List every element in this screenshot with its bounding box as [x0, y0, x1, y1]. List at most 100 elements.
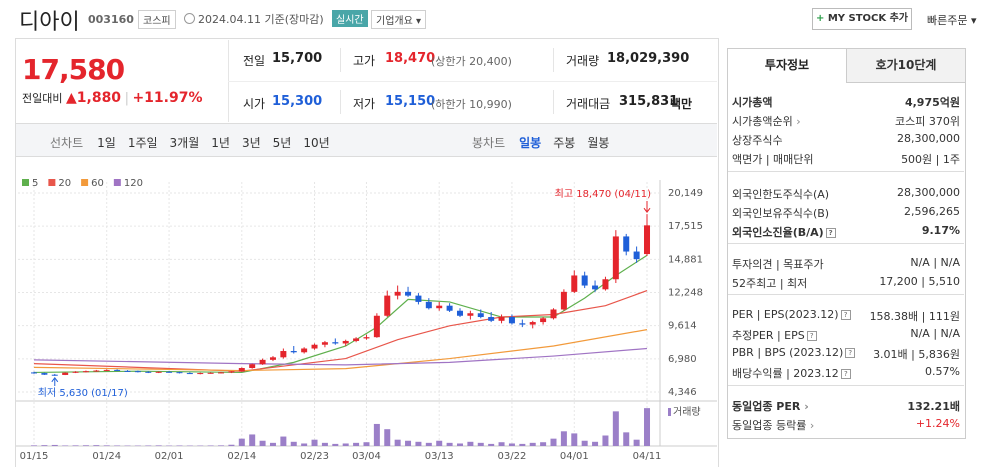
- y-tick-label: 20,149: [668, 188, 703, 199]
- quick-order[interactable]: 빠른주문 ▾: [927, 14, 977, 27]
- volume-bar: [238, 438, 245, 446]
- row-value: 3.01배 | 5,836원: [873, 348, 960, 361]
- divider: [553, 90, 554, 114]
- candle-body: [51, 374, 58, 376]
- quick-order-text: 빠른주문: [927, 14, 968, 27]
- change-label: 전일대비: [22, 92, 63, 105]
- candle-tab[interactable]: 월봉: [587, 136, 610, 150]
- volume-bar: [269, 442, 276, 446]
- row-value: 4,975억원: [904, 96, 960, 109]
- period-tab[interactable]: 10년: [303, 136, 330, 150]
- candle-body: [467, 313, 474, 316]
- candle-body: [82, 371, 89, 373]
- stat-label: 거래량: [566, 54, 600, 68]
- stat-label: 시가: [243, 97, 266, 111]
- candle-body: [519, 323, 526, 325]
- volume-bar: [550, 438, 557, 446]
- row-label[interactable]: 시가총액순위 ›: [732, 113, 801, 129]
- row-label[interactable]: 동일업종 등락률 ›: [732, 417, 814, 433]
- candle-body: [155, 371, 162, 373]
- period-tab[interactable]: 1주일: [127, 136, 158, 150]
- candle-body: [207, 372, 214, 374]
- candle-tabs: 봉차트 일봉 주봉 월봉: [472, 132, 609, 151]
- candle-body: [311, 344, 318, 349]
- help-icon[interactable]: ?: [840, 310, 851, 320]
- row-label: 상장주식수: [732, 132, 783, 148]
- x-tick-label: 01/15: [20, 451, 49, 462]
- row-value: N/A | N/A: [910, 327, 960, 340]
- volume-bar: [72, 445, 79, 446]
- volume-bar: [394, 439, 401, 446]
- x-tick-label: 02/23: [300, 451, 329, 462]
- row-value: 0.57%: [925, 365, 960, 378]
- volume-bar: [405, 440, 412, 446]
- candle-body: [405, 291, 412, 296]
- change-row: 전일대비 ▲1,880 | +11.97%: [22, 90, 203, 106]
- candle-body: [384, 295, 391, 316]
- volume-bar: [332, 443, 339, 446]
- legend-label: 5: [32, 178, 38, 189]
- candle-tab[interactable]: 일봉: [519, 136, 542, 150]
- row-value: 17,200 | 5,510: [879, 275, 960, 288]
- divider: [553, 48, 554, 72]
- divider: [228, 81, 717, 82]
- candle-body: [498, 317, 505, 321]
- high-annotation: 최고 18,470 (04/11): [555, 188, 651, 200]
- orderbook-tab[interactable]: 호가10단계: [846, 48, 966, 83]
- stat-value: 315,831: [619, 94, 679, 109]
- help-icon[interactable]: ?: [806, 331, 817, 341]
- help-icon[interactable]: ?: [845, 348, 856, 358]
- candle-body: [238, 368, 245, 372]
- overview-text: 기업개요: [376, 16, 413, 27]
- row-label: 액면가 | 매매단위: [732, 151, 814, 167]
- period-tab[interactable]: 3개월: [169, 136, 200, 150]
- candle-body: [218, 372, 225, 374]
- candle-body: [114, 369, 121, 371]
- volume-bar: [363, 442, 370, 446]
- candle-body: [249, 364, 256, 369]
- stat-value: 18,029,390: [607, 51, 690, 66]
- volume-bar: [51, 444, 58, 446]
- row-label-text: PBR | BPS (2023.12): [732, 346, 844, 359]
- candle-body: [508, 317, 515, 324]
- legend-label: 120: [124, 178, 143, 189]
- period-tab[interactable]: 3년: [241, 136, 261, 150]
- candle-body: [280, 351, 287, 358]
- help-icon[interactable]: ?: [825, 228, 836, 238]
- period-tab[interactable]: 1년: [211, 136, 230, 150]
- help-icon[interactable]: ?: [840, 369, 851, 379]
- candle-body: [186, 373, 193, 375]
- realtime-badge[interactable]: 실시간: [332, 10, 368, 27]
- candle-body: [166, 371, 173, 373]
- period-tab[interactable]: 5년: [272, 136, 292, 150]
- quote-date: 2024.04.11 기준(장마감): [198, 13, 324, 26]
- candle-body: [176, 372, 183, 374]
- legend-swatch: [81, 179, 89, 186]
- overview-button[interactable]: 기업개요 ▾: [371, 10, 427, 29]
- candle-body: [31, 372, 37, 374]
- row-value: 9.17%: [921, 224, 960, 237]
- volume-bar: [259, 440, 266, 446]
- row-label[interactable]: 동일업종 PER ›: [732, 398, 809, 414]
- x-tick-label: 04/11: [633, 451, 662, 462]
- candle-body: [103, 369, 110, 371]
- volume-bar: [114, 445, 121, 446]
- invest-panel: [727, 82, 966, 439]
- row-label: 추정PER | EPS?: [732, 327, 817, 343]
- mystock-button[interactable]: + MY STOCK 추가: [812, 8, 912, 30]
- row-label: 외국인한도주식수(A): [732, 186, 829, 202]
- stat-label: 고가: [353, 54, 376, 68]
- volume-legend-swatch: [668, 408, 671, 416]
- period-tab[interactable]: 1일: [97, 136, 116, 150]
- candle-body: [550, 309, 557, 319]
- volume-bar: [498, 442, 505, 446]
- candle-tab[interactable]: 주봉: [553, 136, 576, 150]
- row-label-text: 배당수익률 | 2023.12: [732, 367, 839, 380]
- legend-swatch: [48, 179, 56, 186]
- volume-bar: [425, 442, 432, 446]
- volume-bar: [623, 432, 630, 446]
- volume-bar: [415, 441, 422, 446]
- volume-bar: [41, 445, 48, 446]
- volume-bar: [477, 442, 484, 446]
- period-tabs: 선차트 1일 1주일 3개월 1년 3년 5년 10년: [50, 132, 330, 151]
